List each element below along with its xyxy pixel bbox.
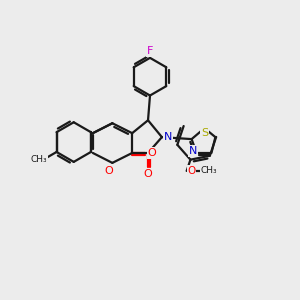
Text: O: O xyxy=(104,166,113,176)
Text: S: S xyxy=(201,128,208,138)
Text: O: O xyxy=(144,169,152,179)
Text: CH₃: CH₃ xyxy=(200,167,217,176)
Text: F: F xyxy=(147,46,153,56)
Text: O: O xyxy=(188,166,196,176)
Text: N: N xyxy=(188,146,197,156)
Text: O: O xyxy=(148,148,156,158)
Text: CH₃: CH₃ xyxy=(31,155,47,164)
Text: N: N xyxy=(164,132,172,142)
